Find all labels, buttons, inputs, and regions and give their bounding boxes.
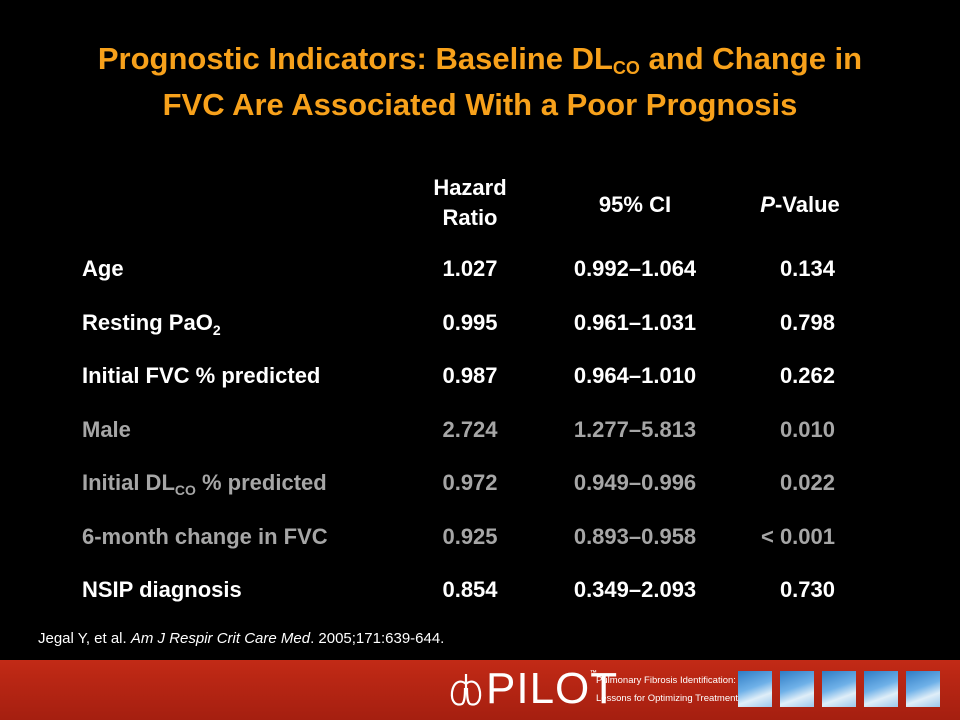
row-p-value: 0.262: [779, 363, 835, 388]
row-hazard-ratio: 0.854: [442, 577, 498, 602]
tagline-line-2: Lessons for Optimizing Treatment: [596, 693, 739, 704]
pilot-logo-text: PILOT: [486, 664, 619, 713]
title-line-2: FVC Are Associated With a Poor Prognosis: [162, 87, 798, 122]
sky-image: [738, 671, 772, 707]
row-label: Male: [82, 417, 131, 442]
row-hazard-ratio: 2.724: [442, 417, 498, 442]
tagline-line-1: Pulmonary Fibrosis Identification:: [596, 675, 736, 686]
sky-image: [822, 671, 856, 707]
title-line-1: Prognostic Indicators: Baseline DLCO and…: [97, 41, 863, 78]
row-label: Initial FVC % predicted: [82, 363, 321, 388]
row-p-value: 0.010: [779, 417, 835, 442]
row-hazard-ratio: 0.972: [442, 470, 498, 495]
row-label: NSIP diagnosis: [82, 577, 242, 602]
row-confidence-interval: 1.277–5.813: [573, 417, 697, 442]
row-confidence-interval: 0.949–0.996: [573, 470, 697, 495]
row-p-value: 0.798: [779, 310, 835, 335]
row-confidence-interval: 0.961–1.031: [573, 310, 697, 335]
header-p-value: P-Value: [760, 192, 840, 217]
row-hazard-ratio: 0.987: [442, 363, 498, 388]
row-confidence-interval: 0.992–1.064: [573, 256, 697, 281]
row-p-value: < 0.001: [760, 524, 835, 549]
sky-image: [780, 671, 814, 707]
row-p-value: 0.022: [779, 470, 835, 495]
sky-image: [906, 671, 940, 707]
citation: Jegal Y, et al. Am J Respir Crit Care Me…: [38, 630, 445, 647]
header-hazard-ratio: Hazard Ratio: [433, 175, 507, 230]
slide-title: Prognostic Indicators: Baseline DLCO and…: [0, 38, 960, 126]
sky-image: [864, 671, 898, 707]
row-p-value: 0.730: [779, 577, 835, 602]
row-p-value: 0.134: [779, 256, 835, 281]
row-label: Age: [82, 256, 124, 281]
row-hazard-ratio: 1.027: [442, 256, 498, 281]
row-label: Resting PaO2: [82, 310, 221, 338]
row-confidence-interval: 0.349–2.093: [573, 577, 697, 602]
row-hazard-ratio: 0.925: [442, 524, 498, 549]
row-hazard-ratio: 0.995: [442, 310, 498, 335]
row-label: Initial DLCO % predicted: [82, 470, 327, 498]
header-95-ci: 95% CI: [598, 192, 672, 217]
row-confidence-interval: 0.964–1.010: [573, 363, 697, 388]
lung-icon: [450, 674, 482, 706]
trademark-mark: ™: [590, 670, 597, 677]
row-confidence-interval: 0.893–0.958: [573, 524, 697, 549]
row-label: 6-month change in FVC: [82, 524, 328, 549]
